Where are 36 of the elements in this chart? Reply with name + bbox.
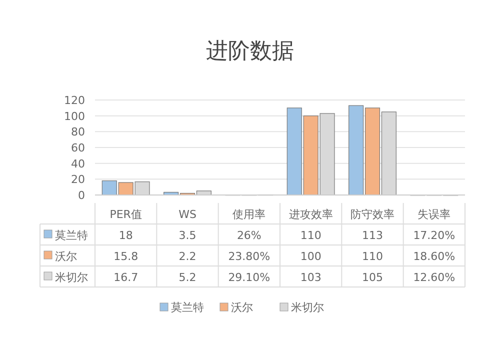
data-label: 18.60%: [413, 250, 456, 263]
legend-label: 莫兰特: [55, 229, 88, 242]
data-label: 113: [362, 229, 383, 242]
x-tick-label: WS: [178, 208, 196, 221]
y-tick-label: 100: [64, 110, 85, 123]
data-label: 5.2: [178, 271, 196, 284]
x-tick-label: PER值: [110, 208, 142, 221]
data-label: 103: [300, 271, 322, 284]
data-label: 2.2: [178, 250, 196, 263]
chart-title: 进阶数据: [206, 39, 294, 64]
x-tick-label: 防守效率: [350, 208, 394, 221]
y-tick-label: 120: [64, 94, 85, 107]
data-label: 100: [300, 250, 322, 263]
legend: 莫兰特 沃尔 米切尔: [160, 301, 324, 314]
legend-label: 米切尔: [55, 271, 88, 284]
data-label: 12.60%: [413, 271, 456, 284]
data-label: 16.7: [114, 271, 138, 284]
y-tick-label: 80: [71, 126, 85, 139]
y-tick-label: 20: [71, 173, 85, 186]
y-tick-label: 40: [71, 157, 85, 170]
data-label: 26%: [236, 229, 262, 242]
y-tick-label: 0: [78, 189, 85, 202]
y-tick-label: 60: [71, 142, 85, 154]
legend-label: 沃尔: [55, 250, 77, 263]
data-label: 3.5: [178, 229, 196, 242]
data-label: 29.10%: [228, 271, 270, 284]
data-label: 105: [362, 271, 383, 284]
data-label: 18: [118, 229, 133, 242]
data-label: 110: [300, 229, 322, 242]
x-tick-label: 使用率: [232, 208, 266, 221]
data-label: 110: [362, 250, 383, 263]
data-label: 17.20%: [413, 229, 456, 242]
x-tick-label: 进攻效率: [288, 208, 333, 221]
x-tick-label: 失误率: [418, 208, 451, 221]
data-label: 23.80%: [228, 250, 270, 263]
data-label: 15.8: [114, 250, 138, 263]
